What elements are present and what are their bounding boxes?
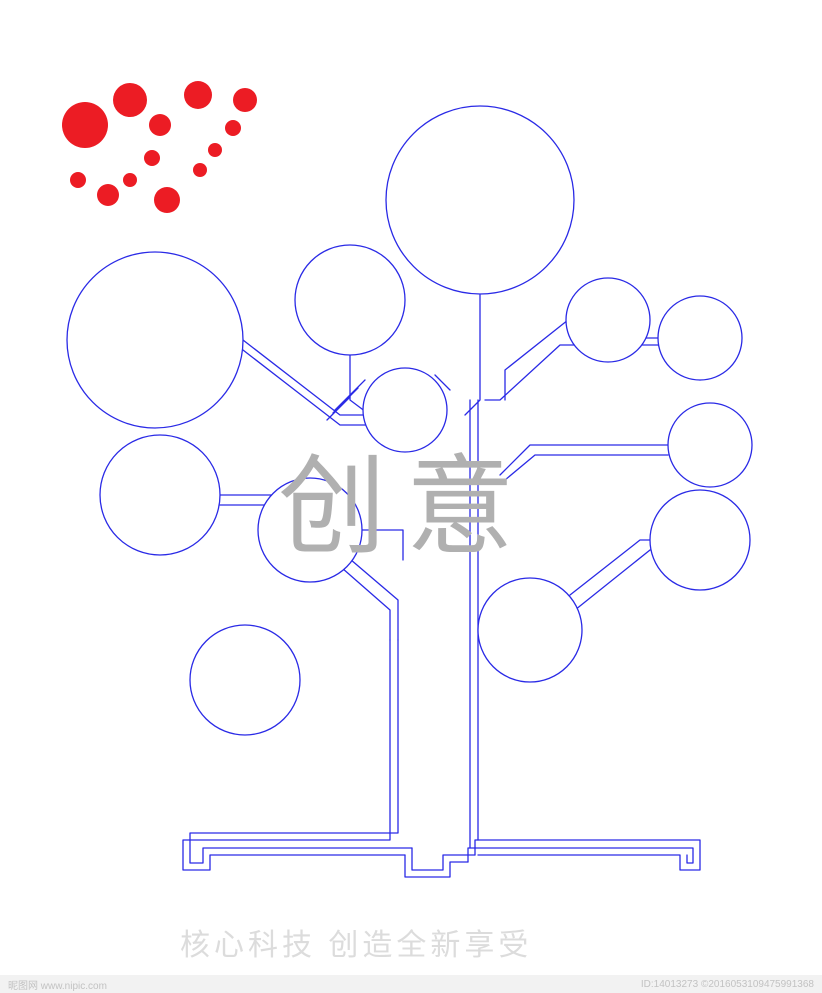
branch-path <box>412 848 475 870</box>
tree-node-circle <box>190 625 300 735</box>
branch-path <box>505 320 568 400</box>
red-dot <box>184 81 212 109</box>
red-dot <box>208 143 222 157</box>
red-dot <box>113 83 147 117</box>
branch-path <box>362 530 403 560</box>
red-dot <box>62 102 108 148</box>
red-dot <box>225 120 241 136</box>
tree-node-circle <box>668 403 752 487</box>
branch-path <box>327 380 365 420</box>
footer-right-text: ID:14013273 ©2016053109475991368 <box>641 979 814 990</box>
footer-left-text: 昵图网 www.nipic.com <box>8 977 107 992</box>
tree-node-circle <box>100 435 220 555</box>
vector-layer <box>0 0 822 993</box>
red-dot <box>144 150 160 166</box>
red-dot <box>193 163 207 177</box>
branch-path <box>475 840 700 870</box>
red-dot <box>233 88 257 112</box>
tree-node-circle <box>363 368 447 452</box>
branch-path <box>570 540 650 595</box>
tree-node-circle <box>67 252 243 428</box>
tree-node-circle <box>295 245 405 355</box>
branch-path <box>505 455 668 480</box>
branch-path <box>575 550 650 610</box>
red-dot-cluster <box>62 81 257 213</box>
red-dot <box>154 187 180 213</box>
tree-node-circle <box>650 490 750 590</box>
branch-path <box>405 855 468 877</box>
tree-node-circle <box>658 296 742 380</box>
red-dot <box>70 172 86 188</box>
footer-bar: 昵图网 www.nipic.com ID:14013273 ©201605310… <box>0 975 822 993</box>
branch-path <box>500 445 668 475</box>
diagram-canvas: 创意 核心科技 创造全新享受 昵图网 www.nipic.com ID:1401… <box>0 0 822 993</box>
red-dot <box>123 173 137 187</box>
tree-branches <box>183 295 700 877</box>
branch-path <box>243 350 382 425</box>
tree-node-circle <box>258 478 362 582</box>
red-dot <box>149 114 171 136</box>
tree-node-circle <box>566 278 650 362</box>
tree-node-circle <box>478 578 582 682</box>
red-dot <box>97 184 119 206</box>
branch-path <box>465 295 480 415</box>
tree-node-circle <box>386 106 574 294</box>
